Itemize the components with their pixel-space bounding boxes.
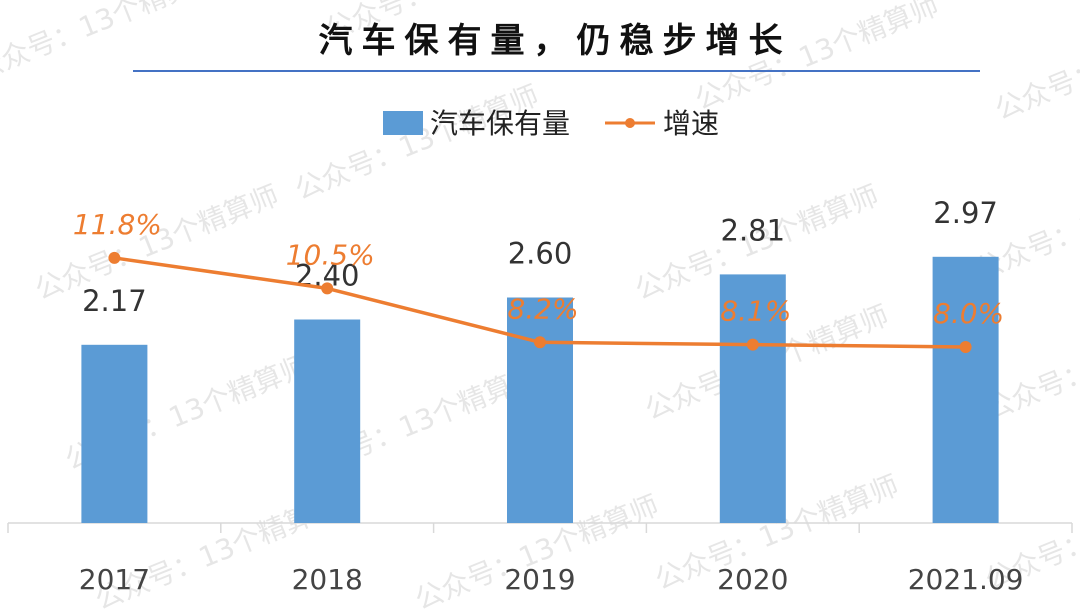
legend: 汽车保有量 增速	[383, 107, 719, 140]
legend-bar-swatch	[383, 111, 423, 135]
rate-value-label: 11.8%	[73, 208, 162, 241]
x-axis-label: 2021.09	[908, 563, 1024, 596]
watermark-text: 公众号：13个精算师	[30, 179, 283, 307]
watermark-text: 公众号：13个精算师	[0, 0, 223, 86]
x-axis-ticks	[7, 523, 1073, 533]
legend-line-marker	[625, 118, 635, 128]
rate-point-2017	[108, 251, 121, 264]
bar-2021.09	[932, 256, 999, 523]
rate-point-2018	[321, 282, 334, 295]
rate-value-label: 8.2%	[507, 292, 578, 325]
x-axis-label: 2018	[292, 563, 363, 596]
bar-2019	[507, 297, 573, 523]
bar-value-label: 2.97	[933, 196, 998, 230]
bar-value-label: 2.81	[721, 213, 786, 247]
rate-line-group: 11.8% 10.5% 8.2% 8.1% 8.0%	[73, 208, 1004, 353]
bar-value-label: 2.17	[82, 284, 147, 318]
rate-point-2021.09	[959, 341, 972, 353]
x-axis-labels: 2017 2018 2019 2020 2021.09	[79, 563, 1024, 596]
bar-value-label: 2.60	[508, 237, 573, 271]
chart-title: 汽车保有量，仍稳步增长	[319, 21, 792, 61]
rate-point-2019	[534, 336, 546, 349]
legend-line-label: 增速	[663, 107, 719, 140]
bar-2017	[81, 344, 148, 523]
rate-value-label: 8.1%	[720, 295, 791, 328]
watermark-text: 公众号：13个精算师	[990, 0, 1080, 126]
x-axis-label: 2020	[717, 563, 788, 596]
bars-group	[81, 256, 999, 523]
watermark-text: 公众号：13个精算师	[290, 79, 543, 207]
rate-value-label: 8.0%	[933, 297, 1004, 330]
rate-value-label: 10.5%	[286, 238, 375, 271]
x-axis-label: 2017	[79, 563, 150, 596]
rate-point-2020	[746, 338, 759, 351]
bar-2020	[719, 274, 786, 523]
legend-bar-label: 汽车保有量	[430, 107, 570, 140]
x-axis-label: 2019	[504, 563, 575, 596]
bar-2018	[294, 319, 361, 523]
